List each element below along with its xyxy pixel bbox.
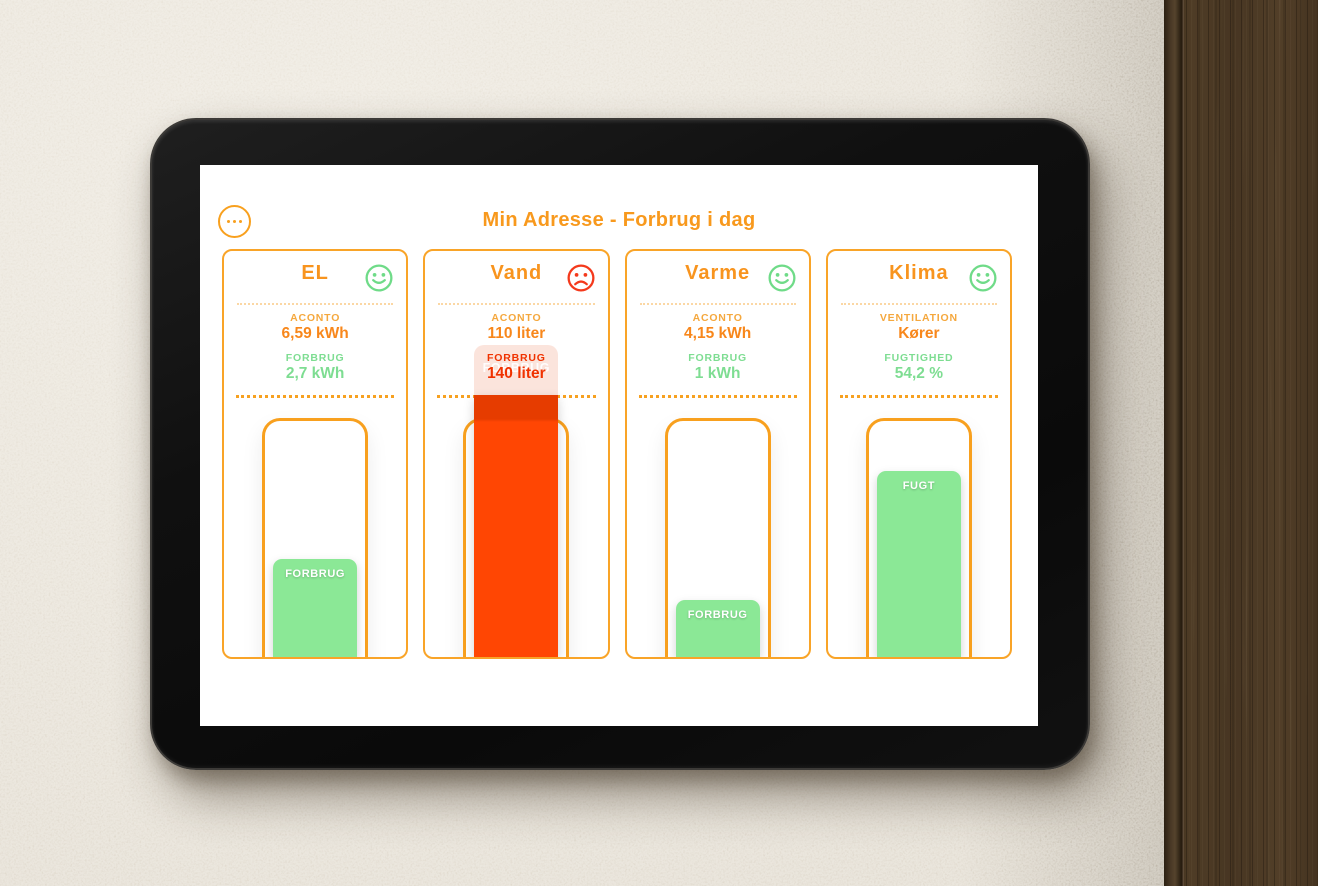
divider xyxy=(639,303,796,305)
card-el[interactable]: EL ACONTO 6,59 kWh FORBRUG 2,7 kWh xyxy=(222,249,409,659)
ellipsis-menu-icon xyxy=(226,219,231,224)
stat1-value: 110 liter xyxy=(487,325,546,342)
limit-dotted-line xyxy=(839,395,998,398)
card-stats: ACONTO 110 liter FORBRUG 140 liter xyxy=(425,312,607,383)
card-stats: ACONTO 4,15 kWh FORBRUG 1 kWh xyxy=(627,312,809,383)
card-klima[interactable]: Klima VENTILATION Kører FUGTIGHED 54,2 % xyxy=(825,249,1012,659)
stat1-label: ACONTO xyxy=(692,312,743,324)
limit-dotted-line xyxy=(236,395,395,398)
stat2-label: FORBRUG xyxy=(688,352,747,364)
consumption-bar: FORBRUG xyxy=(273,559,358,657)
card-stats: ACONTO 6,59 kWh FORBRUG 2,7 kWh xyxy=(224,312,406,383)
tablet-screen: Min Adresse - Forbrug i dag EL ACONTO 6,… xyxy=(200,165,1038,726)
sad-face-icon xyxy=(566,263,596,293)
card-stats: VENTILATION Kører FUGTIGHED 54,2 % xyxy=(828,312,1010,383)
card-varme[interactable]: Varme ACONTO 4,15 kWh FORBRUG 1 kWh xyxy=(624,249,811,659)
happy-face-icon xyxy=(364,263,394,293)
card-title: Klima xyxy=(889,262,949,284)
stat2-label: FORBRUG xyxy=(487,352,546,364)
happy-face-icon xyxy=(767,263,797,293)
card-title: Vand xyxy=(490,262,543,284)
stat2-value: 140 liter xyxy=(487,365,546,382)
cards-row: EL ACONTO 6,59 kWh FORBRUG 2,7 kWh xyxy=(222,249,1012,659)
stat1-label: ACONTO xyxy=(491,312,542,324)
stat1-label: VENTILATION xyxy=(879,312,958,324)
divider xyxy=(438,303,595,305)
card-vand[interactable]: Vand FORBRUG ACONTO 110 liter FORBRUG 14… xyxy=(423,249,610,659)
wood-grain-texture xyxy=(1164,0,1318,886)
stat2-value: 1 kWh xyxy=(694,365,741,382)
bar-label: FORBRUG xyxy=(285,568,346,581)
tablet-device: Min Adresse - Forbrug i dag EL ACONTO 6,… xyxy=(150,118,1090,770)
door-frame-edge xyxy=(1164,0,1184,886)
consumption-bar: FORBRUG xyxy=(675,599,760,657)
menu-button[interactable] xyxy=(218,205,251,238)
bar-label: FUGT xyxy=(902,479,936,492)
limit-dotted-line xyxy=(638,395,797,398)
card-title: Varme xyxy=(685,262,751,284)
divider xyxy=(237,303,394,305)
bar-label: FORBRUG xyxy=(687,608,748,621)
stat1-label: ACONTO xyxy=(290,312,341,324)
stat1-value: 4,15 kWh xyxy=(684,325,752,342)
consumption-bar-overflowing xyxy=(474,395,559,657)
divider xyxy=(840,303,997,305)
stat2-value: 54,2 % xyxy=(894,365,943,382)
stat1-value: Kører xyxy=(898,325,940,342)
stat2-label: FUGTIGHED xyxy=(884,352,954,364)
humidity-bar: FUGT xyxy=(876,470,961,657)
happy-face-icon xyxy=(968,263,998,293)
door-frame xyxy=(1164,0,1318,886)
card-title: EL xyxy=(301,262,329,284)
stat2-value: 2,7 kWh xyxy=(285,365,345,382)
page-title: Min Adresse - Forbrug i dag xyxy=(482,209,756,231)
stat2-label: FORBRUG xyxy=(285,352,345,364)
stat1-value: 6,59 kWh xyxy=(281,325,349,342)
